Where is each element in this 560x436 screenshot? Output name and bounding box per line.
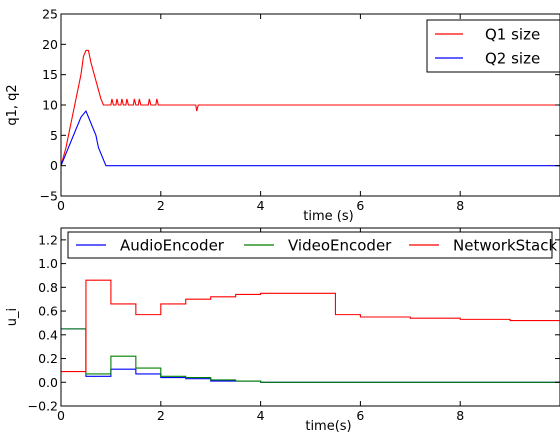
x-tick-label: 6 <box>356 198 364 213</box>
y-tick-label: 0.0 <box>38 375 58 390</box>
x-tick-label: 0 <box>57 408 65 423</box>
chart-panel-2: 0 2 4 6 8 −0.2 0.0 0.2 0.4 0.6 0.8 1.0 1.2 time(s) u_i… <box>5 227 560 434</box>
y-tick-label: 25 <box>42 7 58 22</box>
y-tick-label: −5 <box>40 189 58 204</box>
x-axis-label: time(s) <box>305 419 351 434</box>
legend-label: NetworkStack <box>453 237 557 255</box>
y-axis-label: q1, q2 <box>5 84 20 125</box>
y-tick-label: 0.6 <box>38 304 58 319</box>
y-tick-label: −0.2 <box>28 399 58 414</box>
series-line-videoencoder <box>61 328 560 383</box>
y-tick-label: 1.0 <box>38 256 58 271</box>
plot-frame <box>60 227 560 407</box>
y-tick-label: 1.2 <box>38 232 58 247</box>
y-axis-label: u_i <box>5 308 20 326</box>
series-line-networkstack <box>61 279 560 373</box>
y-tick-label: 20 <box>42 37 58 52</box>
y-tick-label: 15 <box>42 67 58 82</box>
x-tick-label: 8 <box>456 198 464 213</box>
x-tick-label: 0 <box>57 198 65 213</box>
y-tick-label: 0.8 <box>38 280 58 295</box>
legend-box <box>426 19 560 73</box>
legend-label: Q1 size <box>485 26 540 44</box>
x-tick-label: 8 <box>456 408 464 423</box>
x-tick-label: 2 <box>157 198 165 213</box>
x-tick-label: 4 <box>257 198 265 213</box>
y-tick-label: 0.4 <box>38 327 58 342</box>
series-line-q1-size <box>61 49 560 166</box>
x-tick-label: 2 <box>157 408 165 423</box>
series-line-audioencoder <box>61 328 560 383</box>
legend: Q1 size Q2 size <box>426 19 560 73</box>
legend-label: Q2 size <box>485 50 540 68</box>
legend-label: AudioEncoder <box>120 237 225 255</box>
y-tick-label: 10 <box>42 98 58 113</box>
x-axis-label: time (s) <box>303 209 353 224</box>
legend-box <box>67 231 553 259</box>
y-tick-label: 0 <box>50 158 58 173</box>
x-tick-label: 6 <box>356 408 364 423</box>
x-tick-label: 4 <box>257 408 265 423</box>
legend: AudioEncoder VideoEncoder NetworkStack <box>67 231 557 259</box>
series-line-q2-size <box>61 110 560 167</box>
y-tick-label: 0.2 <box>38 351 58 366</box>
y-tick-label: 5 <box>50 128 58 143</box>
legend-label: VideoEncoder <box>288 237 392 255</box>
